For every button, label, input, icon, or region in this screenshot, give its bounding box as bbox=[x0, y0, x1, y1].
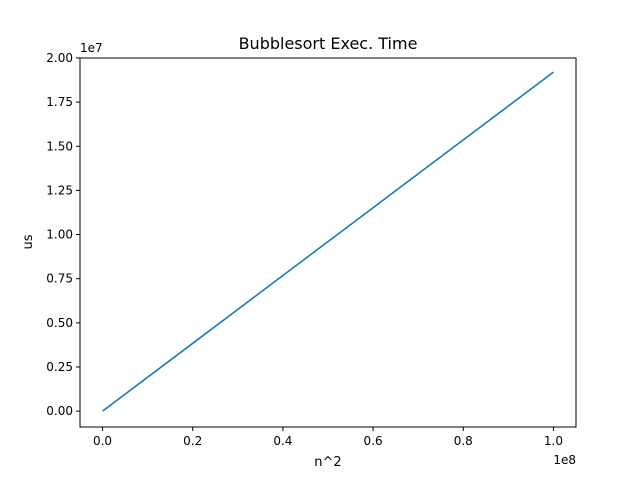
plot-frame bbox=[79, 57, 577, 428]
x-axis-ticks: 0.0 0.2 0.4 0.6 0.8 1.0 bbox=[93, 427, 563, 448]
y-axis-offset-label: 1e7 bbox=[80, 41, 103, 55]
y-tick-label: 0.50 bbox=[46, 316, 73, 330]
y-tick-label: 1.00 bbox=[46, 228, 73, 242]
y-tick-label: 1.75 bbox=[46, 95, 73, 109]
x-tick-label: 1.0 bbox=[544, 434, 563, 448]
x-tick-label: 0.4 bbox=[273, 434, 292, 448]
x-axis-offset-label: 1e8 bbox=[553, 453, 576, 467]
y-tick-label: 1.50 bbox=[46, 139, 73, 153]
y-tick-label: 0.00 bbox=[46, 404, 73, 418]
x-axis-label: n^2 bbox=[314, 455, 341, 470]
y-tick-label: 2.00 bbox=[46, 51, 73, 65]
plot-area bbox=[79, 57, 577, 428]
y-tick-label: 0.25 bbox=[46, 360, 73, 374]
y-axis-ticks: 0.00 0.25 0.50 0.75 1.00 1.25 1.50 1.75 2.00 bbox=[46, 51, 80, 418]
x-tick-label: 0.0 bbox=[93, 434, 112, 448]
x-tick-label: 0.6 bbox=[364, 434, 383, 448]
chart-title: Bubblesort Exec. Time bbox=[239, 34, 418, 53]
series-line bbox=[102, 71, 554, 412]
series-layer bbox=[102, 71, 554, 412]
x-tick-label: 0.8 bbox=[454, 434, 473, 448]
y-tick-label: 0.75 bbox=[46, 272, 73, 286]
x-tick-label: 0.2 bbox=[183, 434, 202, 448]
y-tick-label: 1.25 bbox=[46, 183, 73, 197]
y-axis-label: us bbox=[21, 234, 36, 249]
